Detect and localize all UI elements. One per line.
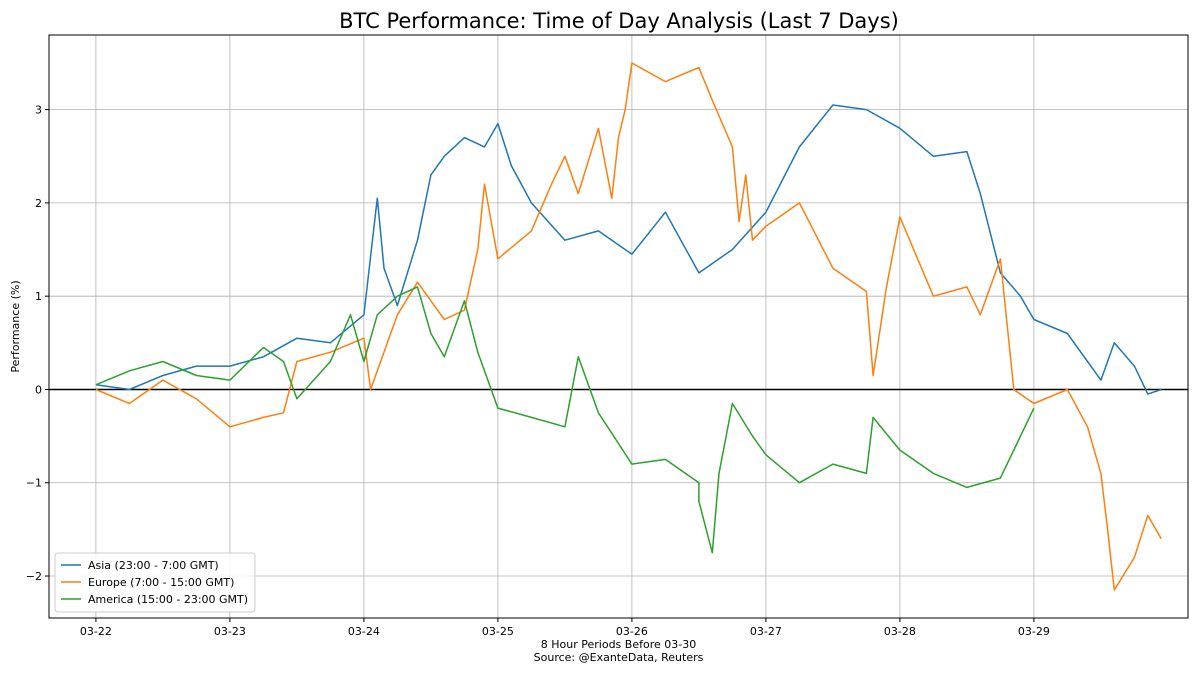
ticks: 03-22 03-23 03-24 03-25 03-26 03-27 03-28 03-29…: [26, 104, 1050, 638]
x-tick-label-0: 03-22: [80, 625, 112, 638]
legend-label-0: Asia (23:00 - 7:00 GMT): [88, 559, 219, 572]
grid: [49, 35, 1188, 618]
x-tick-label-6: 03-28: [884, 625, 916, 638]
plot-frame: [48, 34, 1189, 619]
series-line-2: [95, 286, 1035, 554]
legend-label-2: America (15:00 - 23:00 GMT): [88, 593, 248, 606]
y-tick-label-0: −2: [26, 570, 42, 583]
legend-box: [54, 552, 256, 613]
x-axis-label: 8 Hour Periods Before 03-30: [541, 638, 696, 651]
series-line-1: [95, 62, 1162, 591]
series-line-0: [95, 104, 1162, 395]
legend: Asia (23:00 - 7:00 GMT) Europe (7:00 - 15…: [54, 552, 256, 613]
chart-title: BTC Performance: Time of Day Analysis (L…: [339, 9, 899, 33]
source-note: Source: @ExanteData, Reuters: [534, 651, 704, 664]
y-tick-label-2: 0: [35, 383, 42, 396]
y-tick-label-5: 3: [35, 104, 42, 117]
series-layer: [95, 62, 1162, 591]
x-tick-label-2: 03-24: [348, 625, 380, 638]
legend-label-1: Europe (7:00 - 15:00 GMT): [88, 576, 234, 589]
y-tick-label-1: −1: [26, 477, 42, 490]
x-tick-label-4: 03-26: [616, 625, 648, 638]
y-axis-label: Performance (%): [9, 280, 22, 372]
x-tick-label-7: 03-29: [1018, 625, 1050, 638]
y-tick-label-4: 2: [35, 197, 42, 210]
x-tick-label-3: 03-25: [482, 625, 514, 638]
x-tick-label-5: 03-27: [750, 625, 782, 638]
y-tick-label-3: 1: [35, 290, 42, 303]
x-tick-label-1: 03-23: [214, 625, 246, 638]
